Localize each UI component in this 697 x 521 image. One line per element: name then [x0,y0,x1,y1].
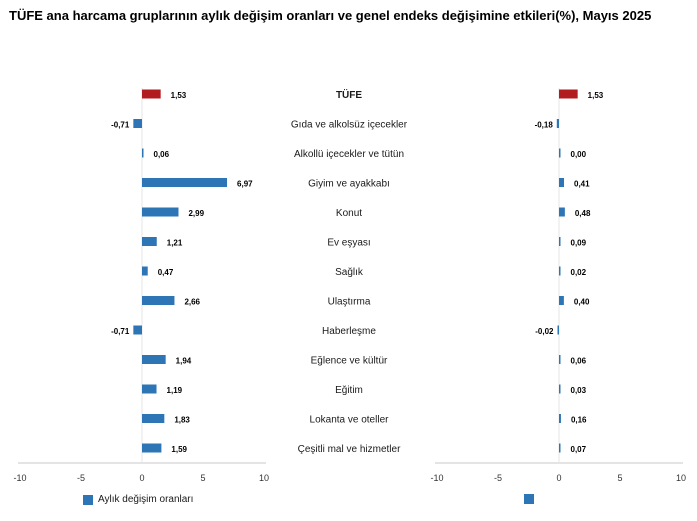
category-label: Haberleşme [322,326,376,337]
data-label: 1,53 [171,91,187,100]
category-label: Alkollü içecekler ve tütün [294,149,404,160]
bar [142,89,161,99]
data-label: -0,18 [535,121,554,130]
bar [559,443,561,453]
bar [556,119,559,128]
data-label: 1,94 [176,357,192,366]
bar [142,207,179,217]
data-label: -0,71 [111,327,130,336]
x-tick-label: -5 [77,473,85,483]
bar [142,237,157,246]
bar [142,178,228,187]
category-label: Ev eşyası [327,238,370,249]
category-label: Eğitim [335,385,363,396]
data-label: 0,06 [571,357,587,366]
bar [559,414,561,423]
data-label: 0,41 [574,180,590,189]
x-tick-label: 5 [200,473,205,483]
bar [559,207,565,217]
bar [142,148,144,158]
legend-swatch [83,494,93,505]
category-label: Eğlence ve kültür [311,356,388,367]
bar [559,384,561,394]
x-tick-label: 0 [556,473,561,483]
x-tick-label: 10 [676,473,686,483]
bar [559,148,561,158]
data-label: 0,07 [571,445,587,454]
legend-label: Aylık değişim oranları [98,494,194,505]
data-label: 0,47 [158,268,174,277]
x-tick-label: 0 [139,473,144,483]
bar [559,296,564,305]
bar [142,384,157,394]
data-label: 1,19 [167,386,183,395]
data-label: 2,99 [188,209,204,218]
data-label: 0,40 [574,298,590,307]
data-label: -0,02 [535,327,554,336]
legend: Aylık değişim oranları [83,494,193,505]
x-tick-label: -10 [430,473,443,483]
data-label: 1,53 [588,91,604,100]
bar [559,355,561,364]
category-label: Çeşitli mal ve hizmetler [298,444,401,455]
data-label: 0,02 [571,268,587,277]
category-label: Lokanta ve oteller [310,415,390,426]
bar [133,119,142,128]
category-label: Giyim ve ayakkabı [308,179,390,190]
bar [559,89,578,99]
data-label: 1,21 [167,239,183,248]
data-label: 2,66 [184,298,200,307]
bar [142,355,166,364]
data-label: 0,09 [571,239,587,248]
bar [559,237,561,246]
bar [142,266,148,276]
x-tick-label: -5 [494,473,502,483]
bar [133,325,142,335]
data-label: 1,83 [174,416,190,425]
category-label: Sağlık [335,267,364,278]
x-tick-label: 10 [259,473,269,483]
bar [557,325,559,335]
bar [142,296,175,305]
bar [559,178,565,187]
legend-swatch-2 [524,494,534,504]
data-label: 0,06 [154,150,170,159]
category-label: TÜFE [336,88,362,101]
bar [142,414,165,423]
category-label: Gıda ve alkolsüz içecekler [291,120,408,131]
x-tick-label: -10 [13,473,26,483]
data-label: 0,16 [571,416,587,425]
category-label: Ulaştırma [328,297,371,308]
category-label: Konut [336,208,362,219]
data-label: 0,00 [571,150,587,159]
bar [559,266,561,276]
data-label: -0,71 [111,121,130,130]
data-label: 1,59 [171,445,187,454]
data-label: 0,03 [571,386,587,395]
x-tick-label: 5 [617,473,622,483]
chart-title: TÜFE ana harcama gruplarının aylık değiş… [9,8,652,23]
data-label: 6,97 [237,180,253,189]
data-label: 0,48 [575,209,591,218]
bar [142,443,162,453]
